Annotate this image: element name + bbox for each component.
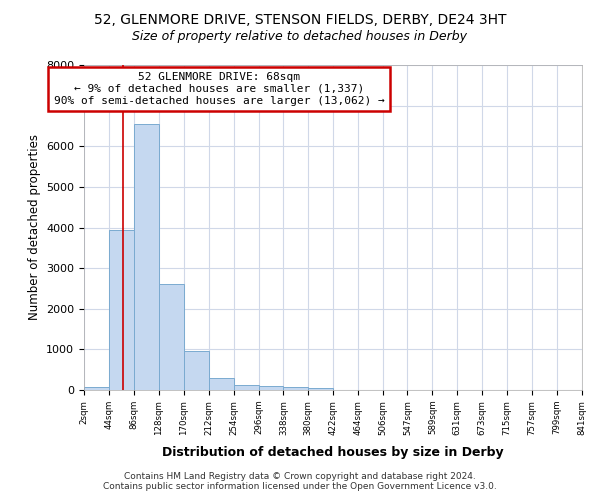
Bar xyxy=(308,388,333,390)
X-axis label: Distribution of detached houses by size in Derby: Distribution of detached houses by size … xyxy=(162,446,504,458)
Text: 52 GLENMORE DRIVE: 68sqm
← 9% of detached houses are smaller (1,337)
90% of semi: 52 GLENMORE DRIVE: 68sqm ← 9% of detache… xyxy=(54,72,385,106)
Y-axis label: Number of detached properties: Number of detached properties xyxy=(28,134,41,320)
Bar xyxy=(283,387,308,390)
Text: 52, GLENMORE DRIVE, STENSON FIELDS, DERBY, DE24 3HT: 52, GLENMORE DRIVE, STENSON FIELDS, DERB… xyxy=(94,12,506,26)
Bar xyxy=(184,352,209,390)
Bar xyxy=(209,378,233,390)
Bar xyxy=(259,386,283,390)
Text: Contains HM Land Registry data © Crown copyright and database right 2024.
Contai: Contains HM Land Registry data © Crown c… xyxy=(103,472,497,491)
Bar xyxy=(233,385,259,390)
Text: Size of property relative to detached houses in Derby: Size of property relative to detached ho… xyxy=(133,30,467,43)
Bar xyxy=(84,387,109,390)
Bar xyxy=(134,124,159,390)
Bar xyxy=(109,230,134,390)
Bar xyxy=(159,284,184,390)
